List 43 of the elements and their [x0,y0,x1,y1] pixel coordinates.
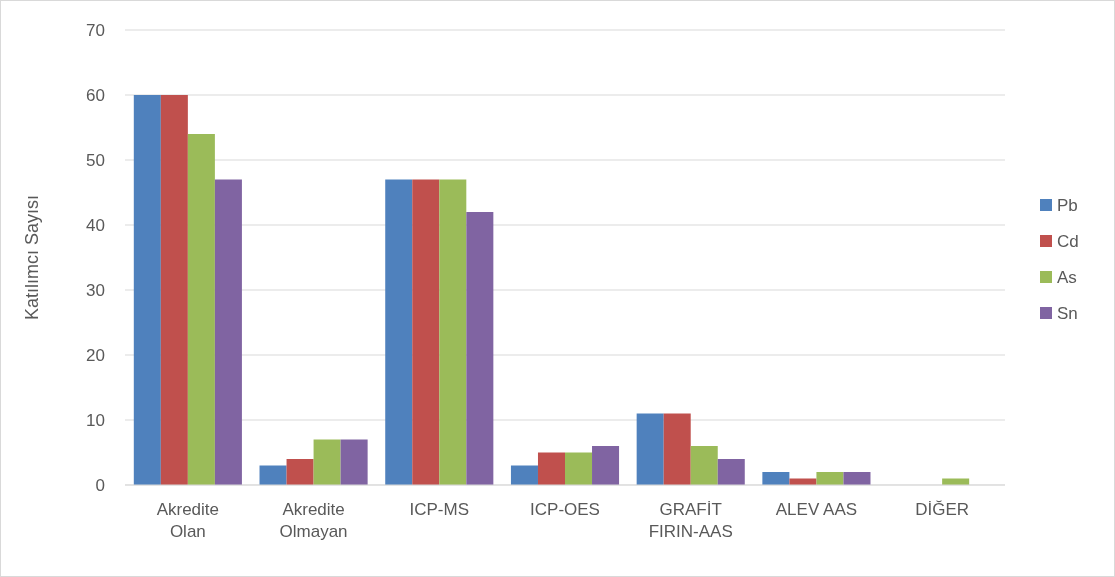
x-tick-label: ICP-MS [409,500,470,519]
legend-label: Sn [1057,303,1078,323]
bar [214,179,242,485]
bar [340,439,368,485]
x-tick-label: ALEV AAS [775,500,858,519]
legend-label: Cd [1057,231,1079,251]
bar [313,439,341,485]
bar [439,179,467,485]
bar [717,459,745,485]
bar [690,446,718,485]
y-tick-label: 40 [86,215,105,235]
bar [762,472,790,485]
bar [466,212,494,485]
x-tick-label: Akredite Olmayan [279,500,348,541]
bar [843,472,871,485]
y-tick-label: 20 [86,345,105,365]
y-axis-title: Katılımcı Sayısı [22,194,42,321]
bar [187,134,215,485]
y-tick-label: 50 [86,150,105,170]
bar [816,472,844,485]
bar [537,452,565,485]
x-tick-label: GRAFİT FIRIN-AAS [648,500,733,541]
bar [259,465,287,485]
bar [385,179,413,485]
x-tick-label: DİĞER [915,500,970,519]
y-tick-label: 70 [86,20,105,40]
bar [510,465,538,485]
legend-label: As [1057,267,1077,287]
bar [663,413,691,485]
bar [160,95,188,485]
bar [565,452,593,485]
y-tick-label: 30 [86,280,105,300]
bar [133,95,161,485]
y-tick-label: 0 [95,475,105,495]
y-tick-label: 10 [86,410,105,430]
x-tick-label: Akredite Olan [156,500,220,541]
bar [636,413,664,485]
bar [412,179,440,485]
y-tick-label: 60 [86,85,105,105]
bar [592,446,620,485]
bar [286,459,314,485]
legend-label: Pb [1057,195,1078,215]
x-tick-label: ICP-OES [530,500,600,519]
